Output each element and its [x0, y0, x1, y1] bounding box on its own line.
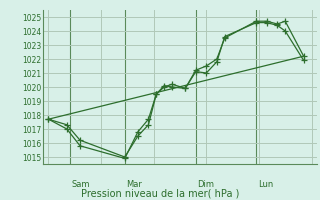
Text: Mar: Mar [126, 180, 142, 189]
Text: Sam: Sam [71, 180, 90, 189]
Text: Lun: Lun [258, 180, 273, 189]
Text: Pression niveau de la mer( hPa ): Pression niveau de la mer( hPa ) [81, 188, 239, 198]
Text: Dim: Dim [197, 180, 214, 189]
